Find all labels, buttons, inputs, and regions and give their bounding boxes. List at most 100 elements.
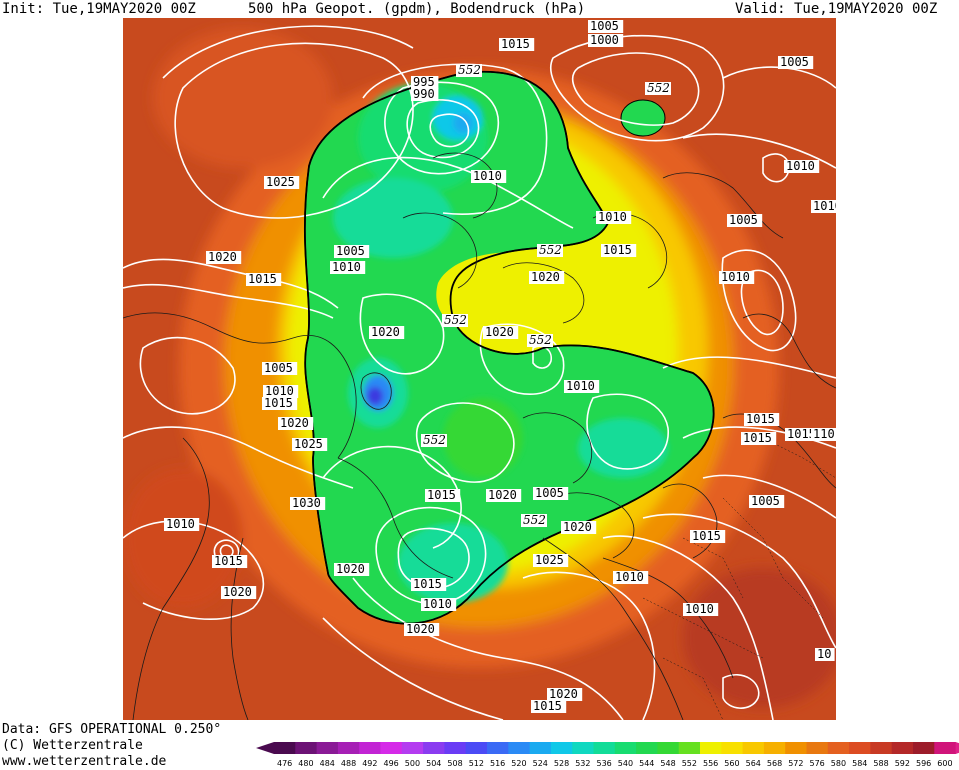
valid-time: Valid: Tue,19MAY2020 00Z [735,1,938,17]
geopotential-label: 552 [537,243,563,257]
legend-swatch [380,742,403,754]
pressure-label: 1015 [411,577,447,591]
svg-text:1020: 1020 [280,416,309,430]
svg-text:1030: 1030 [292,496,321,510]
svg-text:1025: 1025 [266,175,295,189]
pressure-label: 1020 [206,250,242,264]
svg-text:1015: 1015 [743,431,772,445]
pressure-label: 1010 [613,570,649,584]
legend-swatch [508,742,531,754]
pressure-label: 1015 [425,488,461,502]
legend-tick-label: 564 [746,759,761,768]
legend-swatch [295,742,318,754]
svg-text:1015: 1015 [603,243,632,257]
geopotential-label: 552 [421,433,447,447]
svg-text:552: 552 [647,81,670,95]
svg-text:1010: 1010 [598,210,627,224]
legend-swatch [636,742,658,754]
svg-text:1005: 1005 [336,244,365,258]
svg-text:1005: 1005 [729,213,758,227]
legend-swatch [572,742,594,754]
pressure-label: 1020 [547,687,583,701]
svg-text:1010: 1010 [473,169,502,183]
geopotential-label: 552 [442,313,468,327]
legend-tick-label: 548 [660,759,675,768]
legend-tick-label: 512 [469,759,484,768]
geopotential-552-contour [303,70,715,625]
legend-swatch [423,742,445,754]
legend-arrow-right [955,742,959,754]
pressure-label: 1010 [596,210,632,224]
legend-tick-label: 568 [767,759,782,768]
pressure-label: 990 [411,87,439,101]
svg-text:552: 552 [523,513,546,527]
legend-tick-label: 516 [490,759,505,768]
geopotential-label: 552 [645,81,671,95]
legend-swatch [934,742,957,754]
svg-text:1005: 1005 [751,494,780,508]
legend-swatch [849,742,871,754]
svg-text:1015: 1015 [214,554,243,568]
legend-swatch [913,742,935,754]
legend-tick-label: 520 [511,759,526,768]
legend-swatch [359,742,381,754]
svg-text:1015: 1015 [501,37,530,51]
pressure-label: 1025 [292,437,328,451]
legend-tick-label: 492 [362,759,377,768]
legend-tick-label: 504 [426,759,441,768]
legend-swatch [806,742,829,754]
svg-text:1010: 1010 [786,159,815,173]
pressure-label: 1025 [533,553,569,567]
legend-swatch [274,742,296,754]
pressure-label: 1005 [727,213,763,227]
legend-swatch [700,742,722,754]
svg-text:10: 10 [817,647,831,661]
legend-swatch [614,742,637,754]
pressure-label: 1010 [784,159,820,173]
pressure-isobars [123,25,836,720]
pressure-label: 1010 [421,597,457,611]
pressure-label: 1005 [334,244,370,258]
init-time: Init: Tue,19MAY2020 00Z [2,1,196,17]
pressure-label: 1015 [499,37,535,51]
legend-swatch [465,742,488,754]
svg-text:1015: 1015 [427,488,456,502]
legend-swatch [763,742,786,754]
legend-tick-label: 484 [320,759,335,768]
svg-text:1010: 1010 [265,384,294,398]
legend-tick-label: 496 [384,759,399,768]
svg-text:1010: 1010 [615,570,644,584]
pressure-label: 1020 [221,585,257,599]
legend-tick-label: 572 [788,759,803,768]
geopotential-labels: 552 552 552 552 552 552 552 [421,63,671,527]
svg-text:1025: 1025 [535,553,564,567]
legend-swatch [678,742,701,754]
legend-swatch [827,742,850,754]
svg-text:1015: 1015 [248,272,277,286]
legend-tick-label: 588 [873,759,888,768]
pressure-label: 1030 [290,496,326,510]
svg-text:1005: 1005 [535,486,564,500]
legend-tick-label: 476 [277,759,292,768]
svg-text:552: 552 [539,243,562,257]
pressure-label: 1005 [749,494,785,508]
legend-swatch [529,742,552,754]
svg-text:1020: 1020 [531,270,560,284]
legend-swatch [870,742,893,754]
pressure-label: 1005 [588,19,624,33]
svg-text:552: 552 [458,63,481,77]
legend-tick-label: 532 [575,759,590,768]
pressure-label: 1010 [471,169,507,183]
geopotential-label: 552 [456,63,482,77]
svg-text:1020: 1020 [549,687,578,701]
pressure-label: 1000 [588,33,624,47]
legend-tick-label: 524 [533,759,548,768]
svg-text:1015: 1015 [746,412,775,426]
map-title: 500 hPa Geopot. (gpdm), Bodendruck (hPa) [248,1,586,17]
pressure-label: 1015 [744,412,780,426]
pressure-label: 1015 [246,272,282,286]
pressure-label: 1005 [533,486,569,500]
pressure-label: 1015 [601,243,637,257]
pressure-label: 1020 [404,622,440,636]
